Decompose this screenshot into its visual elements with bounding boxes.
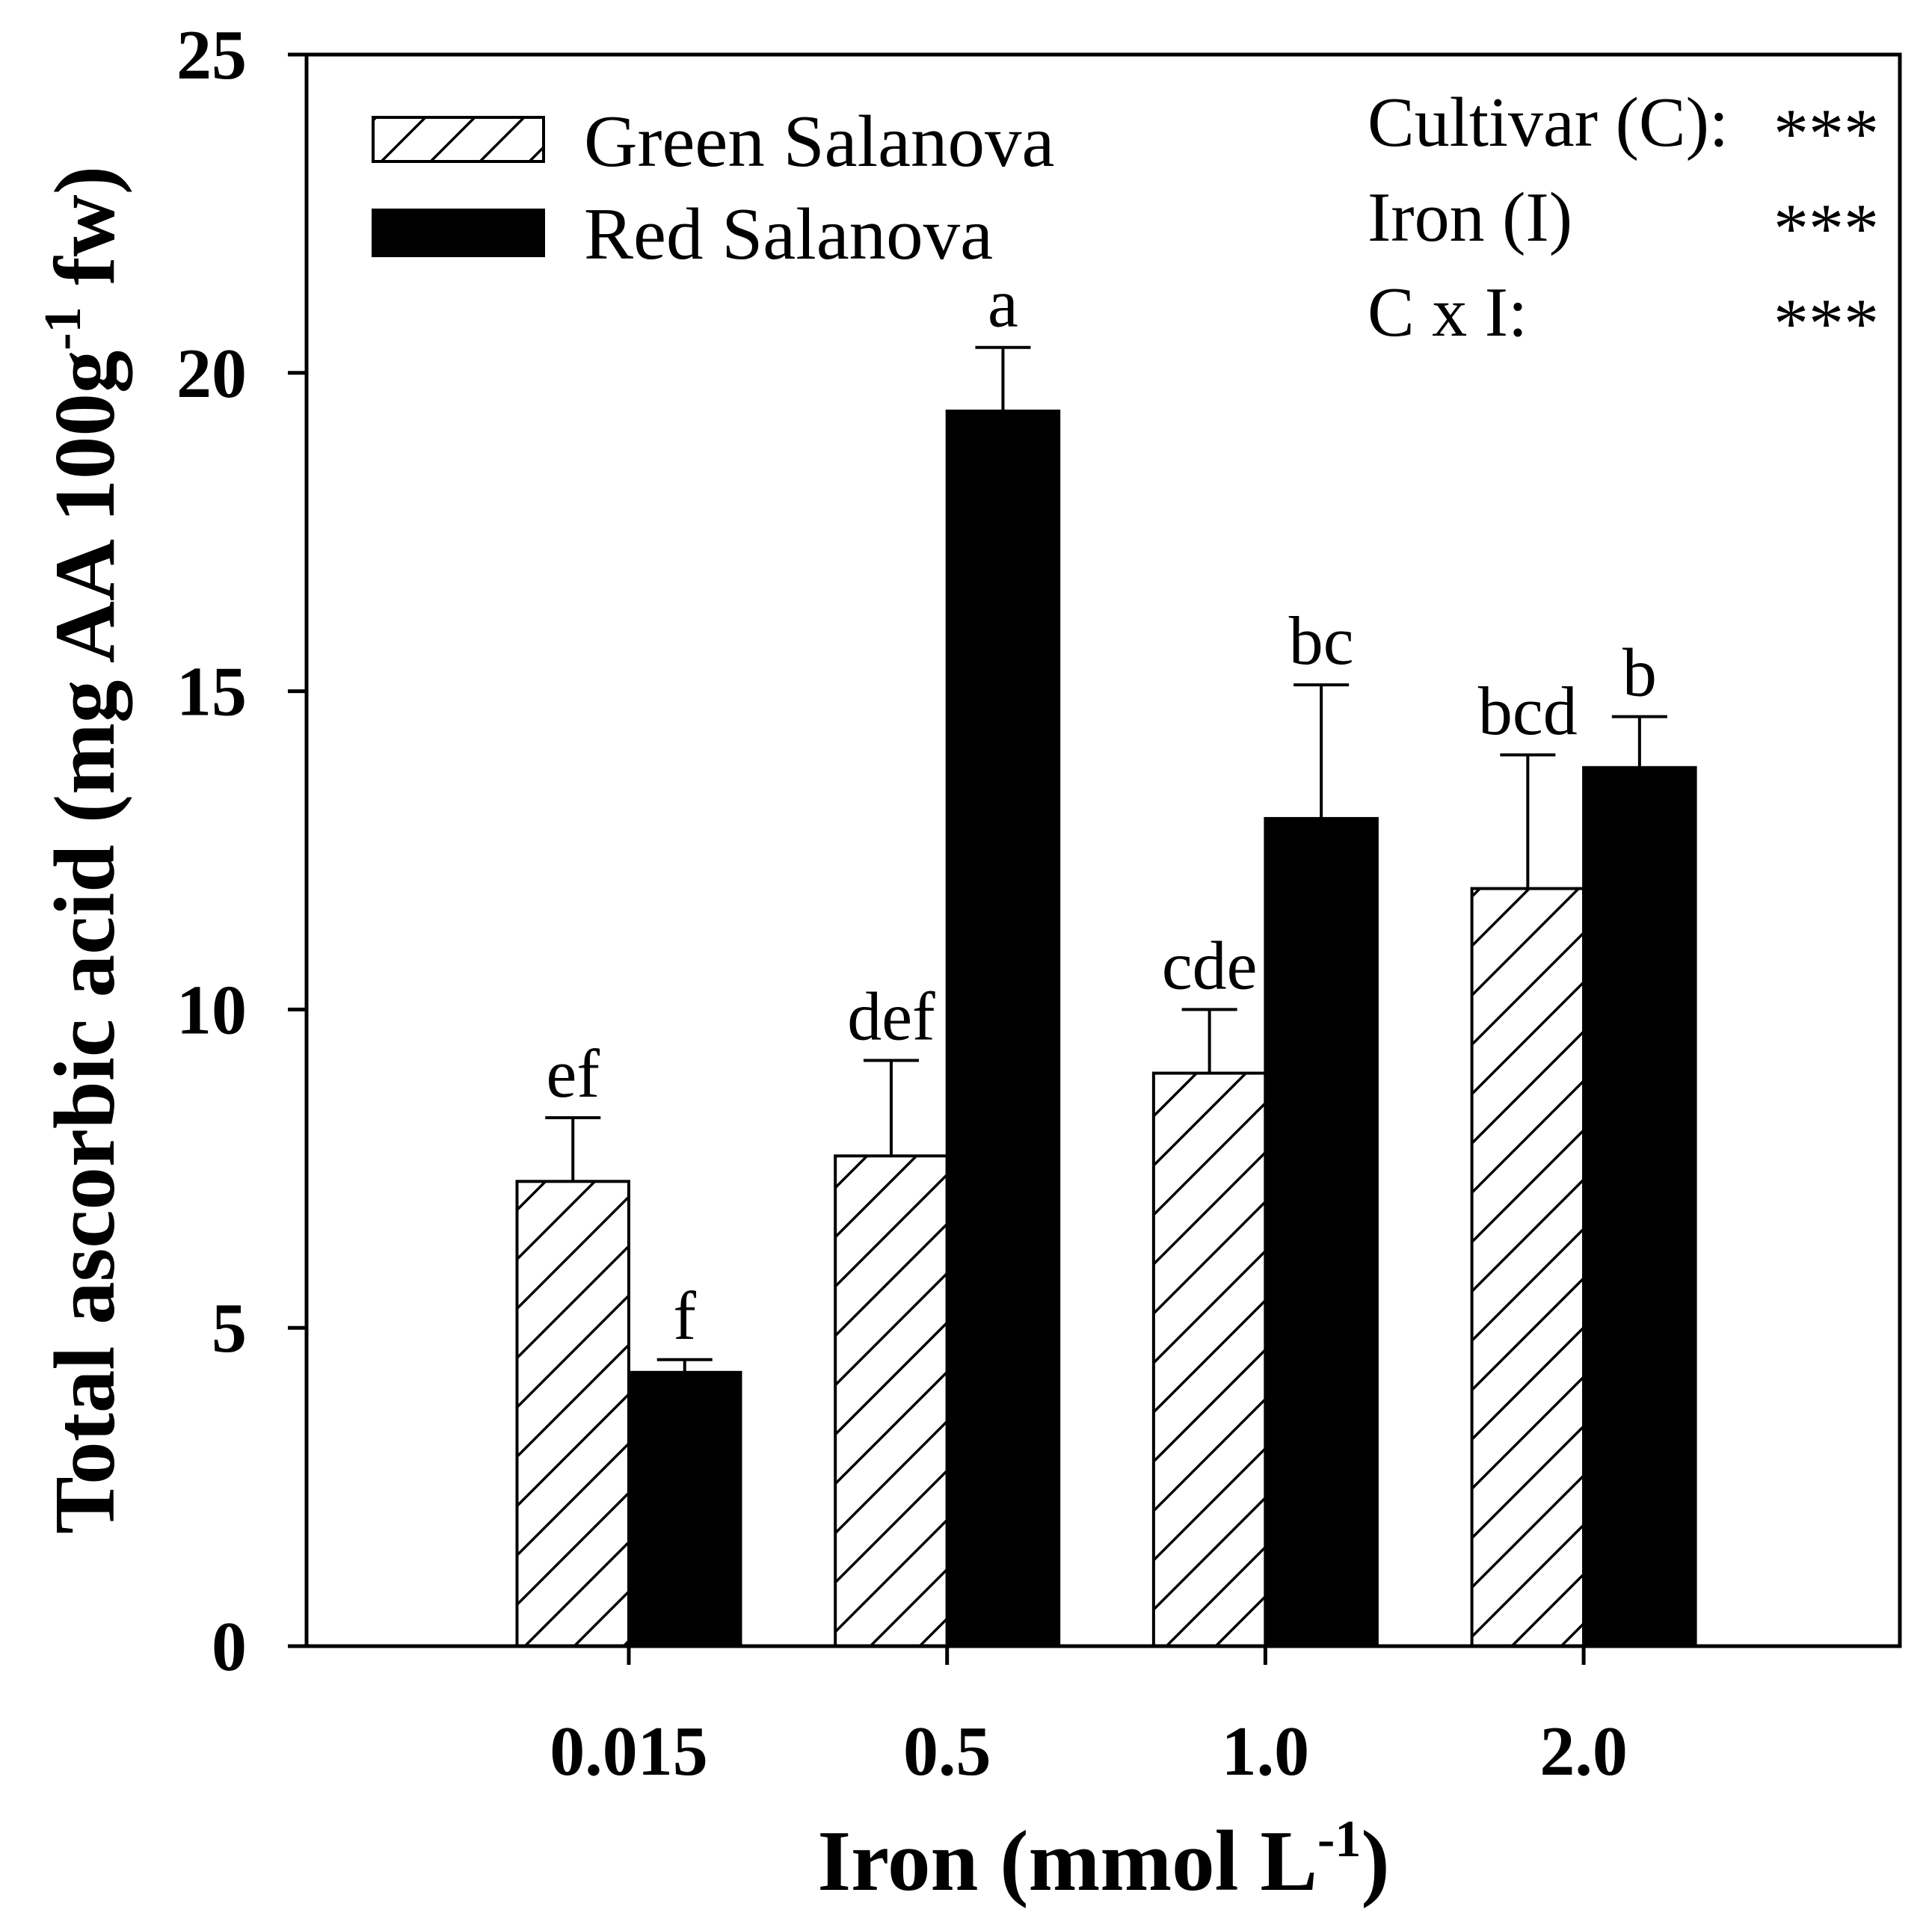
annotation-significance: *** — [1773, 95, 1879, 173]
bar-green-salanova-2-0 — [1470, 887, 1586, 1648]
error-bar — [1500, 753, 1556, 889]
significance-letter: f — [673, 1278, 696, 1354]
legend-item-green-salanova: Green Salanova — [372, 101, 1054, 182]
legend-label: Green Salanova — [584, 101, 1054, 182]
y-axis-label-main: Total ascorbic acid (mg AA 100g — [37, 351, 132, 1534]
error-bar — [863, 1059, 919, 1156]
significance-letter: def — [847, 979, 935, 1055]
significance-letter: cde — [1162, 927, 1258, 1003]
error-bar — [1293, 683, 1350, 819]
error-bars-layer — [545, 345, 1667, 1373]
anova-annotations: Cultivar (C): *** Iron (I) *** C x I: **… — [1368, 84, 1879, 363]
x-axis-label: Iron (mmol L-1) — [817, 1811, 1389, 1909]
legend-item-red-salanova: Red Salanova — [372, 194, 993, 275]
significance-letters-layer: ef def cde bcd f a bc b — [547, 265, 1657, 1354]
x-tick-label: 0.5 — [903, 1713, 991, 1790]
x-axis: 0.015 0.5 1.0 2.0 — [550, 1646, 1628, 1790]
bar-red-salanova-0-5 — [945, 409, 1061, 1648]
bar-red-salanova-2-0 — [1582, 766, 1697, 1648]
y-tick-label: 10 — [176, 971, 247, 1049]
x-axis-label-main: Iron (mmol L — [817, 1814, 1317, 1909]
annotation-label: C x I: — [1368, 274, 1528, 351]
significance-letter: bcd — [1478, 673, 1578, 749]
annotation-significance: *** — [1773, 190, 1879, 268]
error-bar — [975, 345, 1031, 411]
significance-letter: ef — [547, 1035, 600, 1112]
plot-frame — [304, 52, 1902, 1648]
bars-layer — [515, 409, 1697, 1648]
significance-letter: b — [1622, 635, 1657, 711]
y-axis-label: Total ascorbic acid (mg AA 100g-1 fw) — [34, 166, 132, 1534]
bar-green-salanova-1-0 — [1151, 1071, 1267, 1648]
significance-letter: bc — [1289, 603, 1354, 679]
y-tick-label: 0 — [212, 1608, 247, 1686]
error-bar — [1181, 1008, 1237, 1074]
error-bar — [656, 1358, 713, 1373]
y-tick-label: 5 — [212, 1290, 247, 1367]
x-tick-label: 1.0 — [1222, 1713, 1310, 1790]
y-tick-label: 15 — [176, 653, 247, 731]
x-tick-label: 2.0 — [1539, 1713, 1628, 1790]
error-bar — [1611, 715, 1667, 768]
legend-label: Red Salanova — [584, 194, 993, 275]
y-tick-label: 25 — [176, 16, 247, 94]
y-tick-label: 20 — [176, 335, 247, 413]
bar-green-salanova-0-5 — [834, 1154, 949, 1648]
y-axis: 0 5 10 15 20 25 — [176, 16, 307, 1686]
legend-swatch — [372, 116, 545, 163]
x-axis-label-superscript: -1 — [1317, 1811, 1361, 1868]
x-axis-label-end: ) — [1361, 1814, 1389, 1909]
y-axis-label-superscript: -1 — [34, 307, 92, 350]
y-axis-label-end: fw) — [37, 166, 132, 307]
bar-red-salanova-0-015 — [627, 1370, 742, 1648]
legend-swatch — [372, 209, 545, 257]
bar-red-salanova-1-0 — [1264, 816, 1379, 1648]
annotation-label: Cultivar (C): — [1368, 84, 1729, 161]
bar-green-salanova-0-015 — [515, 1180, 630, 1648]
error-bar — [545, 1116, 601, 1182]
x-tick-label: 0.015 — [550, 1713, 708, 1790]
legend: Green Salanova Red Salanova — [372, 101, 1054, 275]
significance-letter: a — [988, 265, 1018, 342]
annotation-label: Iron (I) — [1368, 179, 1572, 256]
annotation-significance: *** — [1773, 285, 1879, 363]
